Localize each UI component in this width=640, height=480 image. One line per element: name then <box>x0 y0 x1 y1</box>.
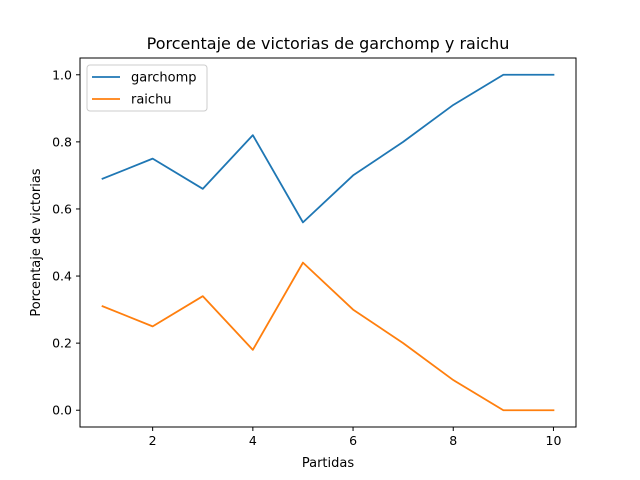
legend-label-garchomp: garchomp <box>131 71 197 86</box>
chart-title: Porcentaje de victorias de garchomp y ra… <box>147 34 510 53</box>
legend: garchomp raichu <box>86 64 208 112</box>
y-tick-label: 0.8 <box>52 134 72 149</box>
y-tick-label: 0.2 <box>52 336 72 351</box>
plot-frame <box>79 57 577 428</box>
x-tick-label: 8 <box>449 433 457 448</box>
y-tick-label: 1.0 <box>52 67 72 82</box>
series-line-garchomp <box>101 73 555 224</box>
series-line-raichu <box>101 261 555 412</box>
x-tick-label: 10 <box>546 433 562 448</box>
x-tick-label: 6 <box>349 433 357 448</box>
plot-area <box>101 73 555 412</box>
y-axis-label: Porcentaje de victorias <box>29 168 44 316</box>
x-tick-label: 2 <box>149 433 157 448</box>
y-tick-label: 0.6 <box>52 201 72 216</box>
y-tick-label: 0.0 <box>52 403 72 418</box>
x-axis-label: Partidas <box>302 456 354 471</box>
x-tick-label: 4 <box>249 433 257 448</box>
legend-label-raichu: raichu <box>131 93 172 108</box>
y-tick-label: 0.4 <box>52 269 72 284</box>
axis-ticks: 2 4 6 8 10 0.0 0.2 0.4 0.6 0.8 1.0 <box>52 67 561 448</box>
